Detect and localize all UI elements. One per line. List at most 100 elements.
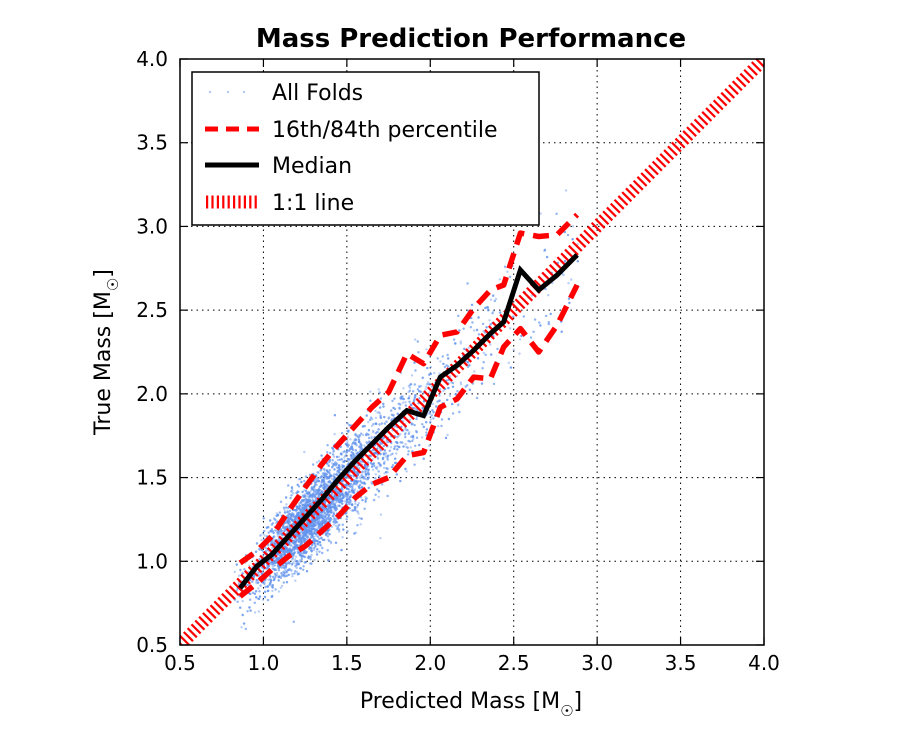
scatter-point	[387, 458, 389, 460]
scatter-point	[378, 411, 380, 413]
scatter-point	[294, 570, 296, 572]
scatter-point	[358, 517, 360, 519]
scatter-point	[346, 530, 348, 532]
scatter-point	[425, 388, 427, 390]
scatter-point	[415, 418, 417, 420]
scatter-point	[346, 422, 348, 424]
scatter-point	[285, 503, 287, 505]
scatter-point	[330, 542, 332, 544]
scatter-point	[513, 349, 515, 351]
scatter-point	[452, 412, 454, 414]
scatter-point	[315, 521, 317, 523]
scatter-point	[390, 446, 392, 448]
scatter-point	[383, 467, 385, 469]
scatter-point	[426, 383, 428, 385]
scatter-point	[381, 422, 383, 424]
scatter-point	[413, 424, 415, 426]
scatter-point	[315, 551, 317, 553]
scatter-point	[246, 610, 248, 612]
scatter-point	[473, 329, 475, 331]
scatter-point	[342, 524, 344, 526]
scatter-point	[374, 494, 376, 496]
scatter-point	[457, 403, 459, 405]
scatter-point	[274, 519, 276, 521]
scatter-point	[375, 467, 377, 469]
scatter-point	[351, 458, 353, 460]
scatter-point	[411, 440, 413, 442]
scatter-point	[369, 391, 371, 393]
scatter-point	[279, 511, 281, 513]
scatter-point	[460, 342, 462, 344]
scatter-point	[274, 588, 276, 590]
scatter-point	[391, 414, 393, 416]
scatter-point	[333, 456, 335, 458]
scatter-point	[432, 417, 434, 419]
scatter-point	[446, 354, 448, 356]
scatter-point	[356, 510, 358, 512]
scatter-point	[263, 530, 265, 532]
scatter-point	[346, 516, 348, 518]
scatter-point	[317, 471, 319, 473]
scatter-point	[316, 461, 318, 463]
scatter-point	[293, 572, 295, 574]
scatter-point	[378, 388, 380, 390]
scatter-point	[386, 495, 388, 497]
scatter-point	[326, 484, 328, 486]
scatter-point	[402, 387, 404, 389]
scatter-point	[365, 498, 367, 500]
scatter-point	[291, 575, 293, 577]
scatter-point	[369, 400, 371, 402]
scatter-point	[453, 338, 455, 340]
scatter-point	[257, 587, 259, 589]
scatter-point	[406, 470, 408, 472]
scatter-point	[483, 352, 485, 354]
scatter-point	[327, 549, 329, 551]
scatter-point	[332, 453, 334, 455]
scatter-point	[418, 397, 420, 399]
scatter-point	[380, 514, 382, 516]
scatter-point	[262, 532, 264, 534]
scatter-point	[460, 381, 462, 383]
scatter-point	[442, 390, 444, 392]
scatter-point	[259, 534, 261, 536]
scatter-point	[567, 282, 569, 284]
scatter-point	[290, 494, 292, 496]
scatter-point	[411, 374, 413, 376]
scatter-point	[234, 571, 236, 573]
scatter-point	[280, 501, 282, 503]
scatter-point	[317, 543, 319, 545]
scatter-point	[313, 547, 315, 549]
scatter-point	[410, 446, 412, 448]
scatter-point	[449, 395, 451, 397]
scatter-point	[305, 475, 307, 477]
scatter-point	[317, 535, 319, 537]
scatter-point	[493, 383, 495, 385]
scatter-point	[414, 383, 416, 385]
scatter-point	[383, 445, 385, 447]
scatter-point	[476, 397, 478, 399]
scatter-point	[499, 278, 501, 280]
scatter-point	[372, 423, 374, 425]
scatter-point	[519, 338, 521, 340]
scatter-point	[407, 440, 409, 442]
scatter-point	[299, 478, 301, 480]
scatter-point	[353, 455, 355, 457]
scatter-point	[414, 338, 416, 340]
scatter-point	[278, 590, 280, 592]
scatter-point	[260, 539, 262, 541]
scatter-point	[333, 523, 335, 525]
scatter-point	[274, 564, 276, 566]
scatter-point	[495, 298, 497, 300]
scatter-point	[482, 323, 484, 325]
scatter-point	[512, 315, 514, 317]
scatter-point	[290, 544, 292, 546]
scatter-point	[394, 445, 396, 447]
scatter-point	[490, 299, 492, 301]
scatter-point	[430, 418, 432, 420]
scatter-point	[391, 453, 393, 455]
scatter-point	[388, 417, 390, 419]
scatter-point	[506, 271, 508, 273]
scatter-point	[489, 343, 491, 345]
scatter-point	[466, 282, 468, 284]
